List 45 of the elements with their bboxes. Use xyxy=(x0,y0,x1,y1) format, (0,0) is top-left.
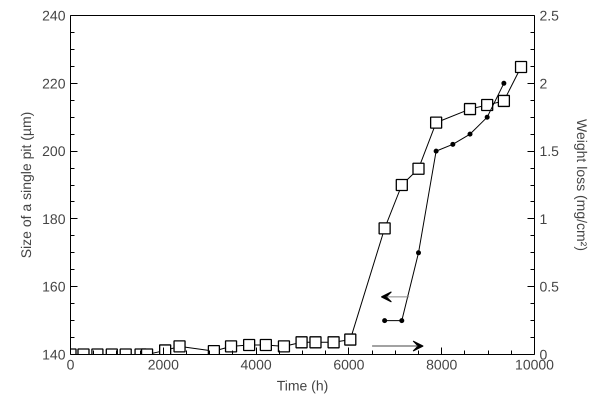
point xyxy=(484,114,490,120)
point xyxy=(260,338,272,352)
x-tick-label: 8000 xyxy=(426,356,458,372)
y-tick-label: 240 xyxy=(42,8,66,24)
y-tick-label: 180 xyxy=(42,210,66,227)
point xyxy=(382,318,388,324)
x-tick-label: 6000 xyxy=(333,356,365,372)
y2-tick-label: 0.5 xyxy=(540,278,560,295)
point xyxy=(430,116,442,129)
point xyxy=(450,142,456,147)
y-tick-label: 160 xyxy=(42,278,66,295)
y-tick-label: 200 xyxy=(42,143,66,160)
point xyxy=(464,102,476,116)
point xyxy=(344,333,356,346)
point xyxy=(242,338,256,352)
y-axis-title: Size of a single pit (µm) xyxy=(18,112,34,258)
point xyxy=(295,336,308,348)
point xyxy=(327,336,340,348)
point xyxy=(412,162,425,175)
point xyxy=(434,148,439,154)
y-tick-label: 140 xyxy=(42,346,66,362)
y2-axis-title: Weight loss (mg/cm²) xyxy=(574,119,590,251)
y-tick-label: 220 xyxy=(42,75,66,92)
point xyxy=(159,344,172,354)
x-tick-label: 0 xyxy=(66,356,75,372)
y2-tick-label: 2.5 xyxy=(540,8,560,24)
point xyxy=(514,60,528,74)
point xyxy=(399,318,404,324)
y2-tick-label: 2 xyxy=(540,75,548,92)
point xyxy=(416,250,421,256)
x-tick-label: 4000 xyxy=(240,356,272,372)
y2-tick-label: 1.5 xyxy=(540,143,560,160)
point xyxy=(224,340,238,353)
point xyxy=(173,340,186,353)
point xyxy=(309,336,322,348)
point xyxy=(278,340,290,353)
x-tick-label: 2000 xyxy=(148,356,180,372)
point xyxy=(468,132,473,137)
point xyxy=(378,222,391,235)
y2-tick-label: 1 xyxy=(540,210,548,227)
x-axis-title: Time (h) xyxy=(276,378,328,394)
point xyxy=(481,98,494,112)
point xyxy=(501,80,506,86)
point xyxy=(498,94,510,108)
point xyxy=(396,178,408,192)
